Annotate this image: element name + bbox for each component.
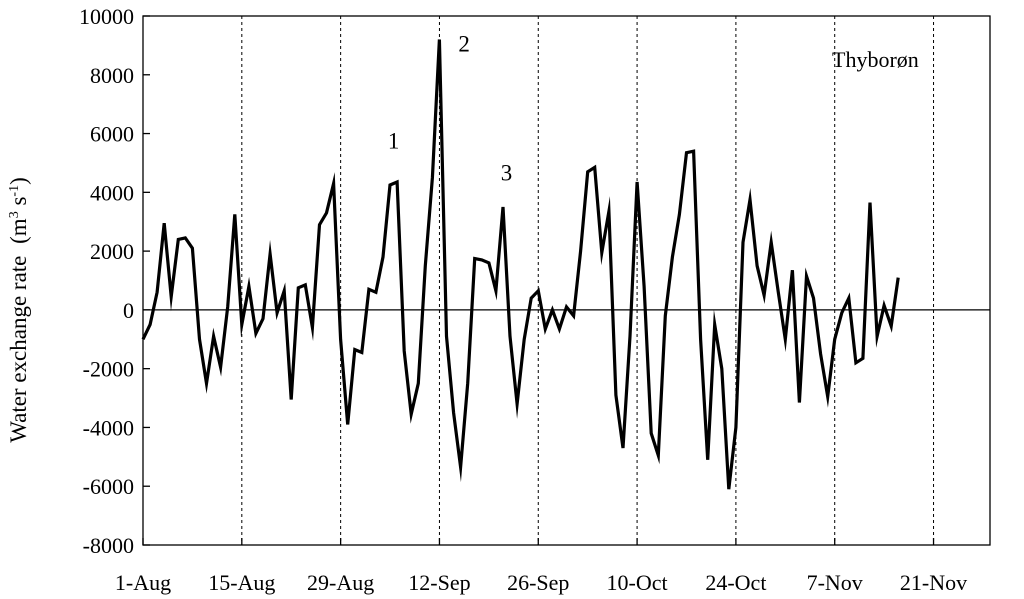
y-tick-label: -6000 <box>83 474 134 499</box>
station-label: Thyborøn <box>832 47 919 72</box>
y-axis-label: Water exchange rate (m3 s-1) <box>6 177 31 443</box>
x-tick-label: 7-Nov <box>807 570 863 595</box>
x-tick-label: 15-Aug <box>208 570 275 595</box>
x-axis-ticks: 1-Aug 15-Aug 29-Aug 12-Sep 26-Sep 10-Oct 24-Oc… <box>115 538 967 595</box>
y-tick-label: 6000 <box>90 122 134 147</box>
y-tick-label: 2000 <box>90 239 134 264</box>
y-tick-label: 8000 <box>90 63 134 88</box>
y-axis-unit-sup-2: -1 <box>7 185 22 197</box>
x-tick-label: 21-Nov <box>900 570 967 595</box>
x-tick-label: 26-Sep <box>507 570 569 595</box>
y-tick-label: 10000 <box>79 4 134 29</box>
y-tick-label: -8000 <box>83 533 134 558</box>
peak-label-3: 3 <box>501 161 513 186</box>
y-axis-unit-sup-1: 3 <box>7 211 22 218</box>
peak-label-2: 2 <box>458 31 470 56</box>
y-axis-unit-close: ) <box>6 177 31 185</box>
y-tick-label: -4000 <box>83 415 134 440</box>
x-tick-label: 24-Oct <box>705 570 766 595</box>
x-tick-label: 12-Sep <box>408 570 470 595</box>
series-line <box>141 39 900 490</box>
x-tick-label: 10-Oct <box>607 570 668 595</box>
x-tick-label: 1-Aug <box>115 570 171 595</box>
vertical-gridlines <box>241 16 935 545</box>
peak-label-1: 1 <box>388 128 400 153</box>
y-axis-unit-open: (m <box>6 218 31 244</box>
y-axis-ticks: 10000 8000 6000 4000 2000 0 -2000 -4000 -6000 -80… <box>79 4 150 558</box>
y-tick-label: -2000 <box>83 357 134 382</box>
y-axis-label-text: Water exchange rate <box>6 256 31 443</box>
x-tick-label: 29-Aug <box>307 570 374 595</box>
y-tick-label: 4000 <box>90 180 134 205</box>
plot-frame <box>142 15 991 546</box>
y-axis-unit-mid: s <box>6 197 31 212</box>
y-tick-label: 0 <box>123 298 134 323</box>
peak-annotations: 1 2 3 <box>388 31 512 185</box>
